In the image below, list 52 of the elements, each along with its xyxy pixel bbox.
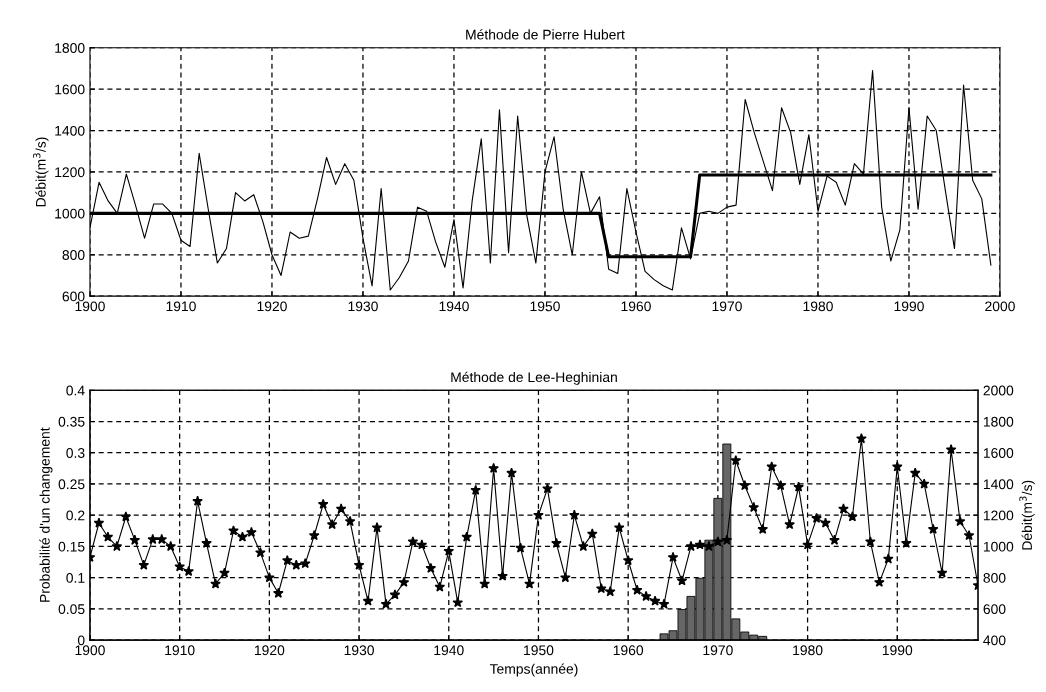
x-tick-label: 1990 (894, 301, 924, 312)
y2-tick-label: 800 (983, 572, 1006, 583)
y-tick-label: 800 (62, 250, 85, 260)
x-tick-label: 1950 (530, 301, 560, 312)
chart-title: Méthode de Lee-Heghinian (451, 371, 617, 385)
x-tick-label: 1970 (703, 645, 733, 656)
y-tick-label: 1200 (55, 167, 85, 178)
chart-title: Méthode de Pierre Hubert (466, 29, 625, 40)
x-tick-label: 1980 (793, 645, 823, 656)
y-tick-label: 0.25 (58, 479, 85, 490)
x-tick-label: 1910 (166, 301, 196, 312)
x-tick-label: 1990 (882, 645, 913, 656)
y-tick-label: 1400 (55, 125, 85, 136)
x-axis-title: Temps(année) (489, 663, 578, 677)
x-tick-label: 2000 (985, 301, 1015, 312)
y-tick-label: 1600 (55, 84, 85, 95)
x-tick-label: 1950 (524, 645, 554, 656)
y-tick-label: 0.4 (66, 385, 85, 396)
y-tick-label: 0.05 (58, 604, 85, 615)
y-tick-label: 0 (77, 635, 85, 646)
y-axis-title: Débit(m$^{3}$/s) (33, 137, 49, 207)
y-tick-label: 0.2 (66, 510, 85, 521)
x-tick-label: 1980 (803, 301, 833, 312)
y-tick-label: 0.35 (58, 416, 85, 427)
x-tick-label: 1970 (712, 301, 742, 312)
x-tick-label: 1940 (439, 301, 469, 312)
y2-tick-label: 1400 (983, 479, 1014, 490)
x-tick-label: 1960 (613, 645, 644, 656)
x-tick-label: 1960 (621, 301, 651, 312)
y-tick-label: 0.1 (66, 572, 85, 583)
y-tick-label: 1000 (55, 208, 85, 219)
y2-tick-label: 1200 (983, 510, 1014, 521)
y2-tick-label: 600 (983, 604, 1006, 615)
x-tick-label: 1900 (75, 645, 105, 656)
y2-tick-label: 1600 (983, 448, 1014, 458)
x-tick-label: 1920 (257, 301, 287, 312)
x-tick-label: 1920 (254, 645, 285, 656)
x-tick-label: 1910 (165, 645, 195, 656)
x-tick-label: 1930 (344, 645, 374, 656)
y-tick-label: 0.15 (58, 541, 85, 552)
y2-axis-title: Débit(m$^{3}$/s) (1019, 480, 1035, 550)
y2-tick-label: 2000 (983, 385, 1014, 396)
x-tick-label: 1900 (75, 301, 105, 312)
y2-tick-label: 1800 (983, 416, 1014, 427)
x-tick-label: 1930 (348, 301, 378, 312)
y2-tick-label: 400 (983, 635, 1006, 646)
y2-tick-label: 1000 (983, 541, 1014, 552)
x-tick-label: 1940 (434, 645, 464, 656)
y-tick-label: 1800 (55, 43, 85, 53)
y-tick-label: 0.3 (66, 448, 85, 458)
y-tick-label: 600 (62, 291, 85, 302)
y-axis-title: Probabilité d'un changement (39, 427, 53, 602)
